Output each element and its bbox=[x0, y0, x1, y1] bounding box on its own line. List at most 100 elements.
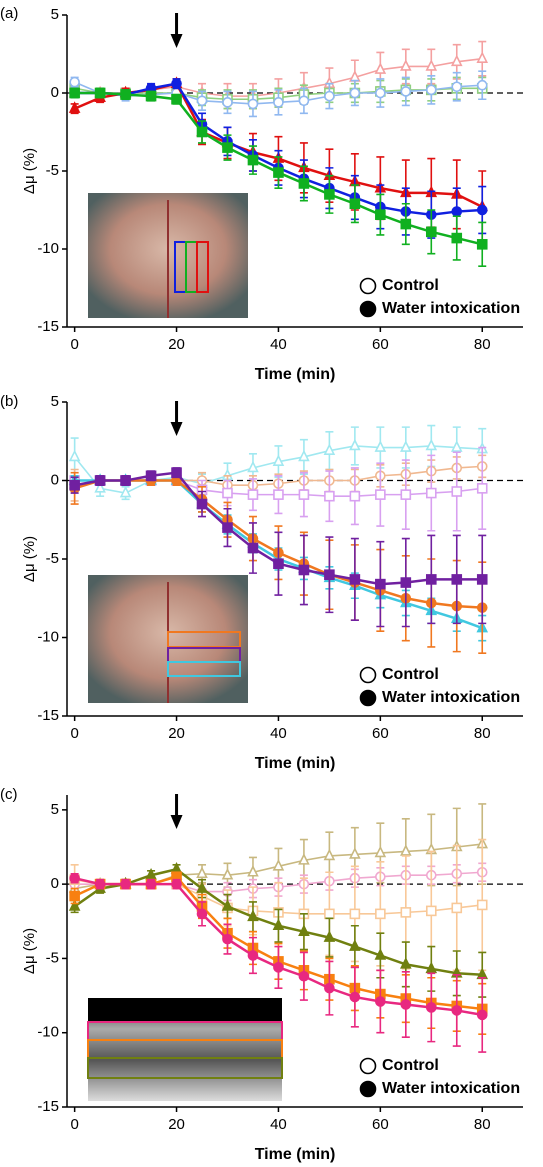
marker bbox=[68, 449, 81, 462]
marker bbox=[145, 867, 157, 880]
marker bbox=[476, 1009, 488, 1021]
marker bbox=[171, 78, 182, 89]
marker bbox=[68, 101, 81, 113]
marker bbox=[375, 908, 386, 920]
marker bbox=[425, 961, 438, 974]
marker bbox=[273, 167, 284, 178]
marker bbox=[298, 449, 310, 462]
marker bbox=[451, 574, 463, 585]
marker bbox=[247, 98, 259, 110]
marker bbox=[273, 97, 284, 108]
marker bbox=[476, 51, 489, 63]
marker bbox=[94, 87, 106, 99]
legend-marker bbox=[359, 1080, 377, 1098]
marker bbox=[94, 878, 106, 890]
marker bbox=[476, 483, 488, 494]
marker bbox=[425, 905, 437, 917]
legend-label: Water intoxication bbox=[382, 1080, 520, 1097]
x-tick-label: 0 bbox=[70, 336, 78, 353]
marker bbox=[425, 84, 437, 96]
marker bbox=[425, 574, 437, 585]
marker bbox=[349, 87, 361, 99]
marker bbox=[323, 848, 336, 861]
arrow-head bbox=[170, 815, 183, 829]
y-tick-label: -15 bbox=[37, 1098, 59, 1115]
marker bbox=[171, 93, 182, 105]
marker bbox=[196, 908, 208, 920]
marker bbox=[476, 899, 488, 911]
arrow-head bbox=[170, 34, 183, 48]
inset-b bbox=[88, 575, 248, 703]
x-tick-label: 60 bbox=[372, 725, 389, 742]
marker bbox=[349, 991, 361, 1003]
y-axis-label: Δμ (%) bbox=[21, 928, 38, 974]
marker bbox=[375, 489, 386, 500]
y-tick-label: 5 bbox=[51, 801, 59, 818]
marker bbox=[119, 485, 132, 498]
marker bbox=[400, 59, 412, 71]
legend-marker bbox=[359, 300, 377, 318]
y-tick-label: -15 bbox=[37, 707, 59, 724]
marker bbox=[451, 81, 463, 93]
marker bbox=[374, 845, 387, 858]
legend-label: Control bbox=[382, 277, 439, 294]
marker bbox=[349, 908, 361, 920]
marker bbox=[400, 957, 412, 969]
legend-label: Control bbox=[382, 666, 439, 683]
marker bbox=[94, 475, 106, 486]
marker bbox=[298, 970, 310, 982]
marker bbox=[69, 872, 80, 884]
marker bbox=[323, 443, 336, 455]
marker bbox=[272, 454, 285, 466]
marker bbox=[69, 479, 80, 491]
x-tick-label: 20 bbox=[168, 725, 185, 742]
marker bbox=[196, 881, 208, 893]
x-tick-label: 40 bbox=[270, 725, 287, 742]
marker bbox=[451, 232, 463, 244]
marker bbox=[94, 481, 106, 493]
marker bbox=[425, 438, 438, 451]
y-tick-label: -10 bbox=[37, 628, 59, 645]
marker bbox=[298, 924, 310, 936]
marker bbox=[222, 97, 233, 108]
x-tick-label: 0 bbox=[70, 1116, 78, 1133]
marker bbox=[400, 218, 412, 230]
x-tick-label: 20 bbox=[168, 336, 185, 353]
marker bbox=[145, 470, 157, 482]
marker bbox=[451, 486, 463, 497]
marker bbox=[69, 87, 80, 99]
x-tick-label: 40 bbox=[270, 1116, 287, 1133]
marker bbox=[247, 542, 259, 554]
marker bbox=[272, 859, 285, 871]
marker bbox=[451, 206, 463, 217]
marker bbox=[247, 154, 259, 166]
marker bbox=[120, 475, 131, 486]
marker bbox=[400, 86, 412, 97]
marker bbox=[425, 59, 438, 71]
marker bbox=[324, 908, 335, 920]
x-axis-label: Time (min) bbox=[255, 366, 336, 383]
marker bbox=[272, 918, 285, 931]
panel-label: (a) bbox=[0, 5, 18, 22]
y-tick-label: 0 bbox=[51, 84, 59, 101]
marker bbox=[400, 907, 412, 918]
marker bbox=[324, 90, 335, 102]
marker bbox=[120, 878, 131, 890]
y-tick-label: 5 bbox=[51, 6, 59, 23]
marker bbox=[324, 569, 335, 581]
y-tick-label: -5 bbox=[46, 162, 59, 179]
y-axis-label: Δμ (%) bbox=[21, 536, 38, 582]
y-tick-label: -5 bbox=[46, 949, 59, 966]
y-tick-label: 0 bbox=[51, 875, 59, 892]
arrow bbox=[170, 13, 183, 48]
marker bbox=[298, 853, 310, 865]
marker bbox=[374, 948, 387, 960]
y-tick-label: -10 bbox=[37, 240, 59, 257]
marker bbox=[400, 999, 412, 1010]
marker bbox=[324, 982, 335, 994]
marker bbox=[476, 204, 488, 216]
marker bbox=[222, 522, 233, 533]
marker bbox=[69, 890, 80, 902]
x-tick-label: 0 bbox=[70, 725, 78, 742]
marker bbox=[375, 578, 386, 590]
